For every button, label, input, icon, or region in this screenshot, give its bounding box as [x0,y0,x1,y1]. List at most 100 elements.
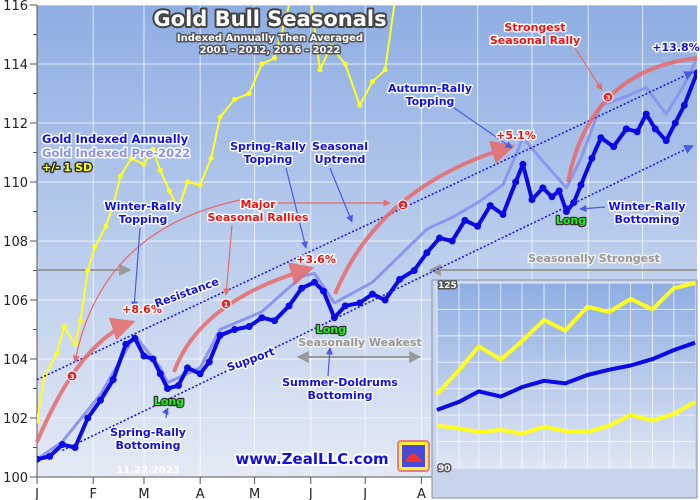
series-mean-point [149,355,157,363]
series-upper-sd-point [166,188,172,194]
series-upper-sd-point [128,155,134,161]
label-strongest-seasonal-rally: Strongest Seasonal Rally [490,21,580,47]
legend-sd: +/- 1 SD [42,161,92,174]
label-autumn-rally-topping: Autumn-Rally Topping [388,82,472,108]
rally-number-badge [66,370,78,382]
pointer-spring-bottoming [161,407,169,419]
pointer-winter-topping [130,227,141,309]
series-mean-point [633,128,641,136]
series-mean-point [319,287,327,295]
x-tick-label: A [196,487,205,500]
series-mean-point [285,302,293,310]
pointer-autumn-topping [449,104,513,149]
series-mean-point [131,334,139,342]
series-upper-sd-point [110,203,116,209]
series-mean-point [474,222,482,230]
zeal-logo [397,440,430,472]
x-tick-label: F [89,487,96,500]
series-mean-point [448,237,456,245]
rally-number: 2 [401,202,406,210]
series-mean-point [662,137,670,145]
series-upper-sd-point [317,67,323,73]
x-tick-label: M [249,487,260,500]
y-tick-label: 114 [3,58,28,73]
series-mean-point [519,160,527,168]
label-major-seasonal-rallies: Major Seasonal Rallies [208,198,309,224]
gain-label-spring: +3.6% [296,253,336,266]
chart-subtitle-2: 2001 - 2012, 2016 - 2022 [200,45,341,56]
inset-series-lower [436,400,696,436]
rally-number-badge [602,91,614,103]
x-tick-label: A [417,487,426,500]
series-upper-sd-point [382,67,388,73]
series-mean-point [231,326,239,333]
series-upper-sd-point [282,17,288,23]
rally-number-badge [397,199,409,211]
inset-ymax-label: 125 [438,281,457,291]
series-upper-sd-point [217,114,223,120]
series-mean-point [58,441,66,449]
legend-mean: Gold Indexed Annually [42,132,189,146]
series-mean-point [499,210,507,218]
series-mean-point [486,202,494,210]
series-mean-point [245,323,253,331]
series-mean-point [610,143,618,151]
series-mean-point [356,299,364,307]
series-mean-point [71,444,79,451]
series-upper-sd-point [197,182,203,188]
series-mean-point [548,193,556,201]
rally-arc-winter [35,317,136,443]
series-upper-sd-point [54,350,60,356]
series-mean-point [205,358,213,366]
series-mean-point [381,296,389,304]
rally-number: 3 [70,373,75,381]
pointer-strongest [574,47,603,91]
trendline-resistance [36,71,694,381]
x-tick-label: J [34,487,39,500]
rally-number-badge [220,298,232,310]
inset-series-mean [436,340,696,412]
label-spring-rally-bottoming: Spring-Rally Bottoming [110,426,186,452]
series-group [37,5,697,463]
series-upper-sd-point [272,55,278,61]
series-mean-point [461,216,469,224]
series-mean-point [671,119,679,127]
series-mean-point [436,234,444,242]
website-label: www.ZealLLC.com [235,450,388,468]
y-tick-label: 112 [3,117,28,132]
gain-label-autumn: +5.1% [496,129,536,142]
series-mean-point [298,284,306,292]
series-mean-point [512,178,520,186]
series-upper-sd-point [117,173,123,179]
series-mean-point [528,196,536,204]
series-mean-point [651,125,659,133]
series-upper-sd-point [175,206,181,212]
series-mean-point [258,314,266,322]
long-signal-winter: Long [556,214,586,227]
long-signal-summer: Long [316,323,346,336]
y-tick-label: 104 [3,353,28,368]
label-seasonally-strongest: Seasonally Strongest [528,252,660,265]
y-axis: 100 102 104 106 108 110 112 114 116 [3,0,38,486]
rally-arc-spring [172,262,315,373]
series-upper-sd-point [61,324,67,330]
label-winter-rally-bottoming: Winter-Rally Bottoming [608,200,685,226]
series-mean-point [562,208,570,215]
series-mean-point [37,455,41,463]
y-tick-label: 106 [3,294,28,309]
series-mean-point [216,331,224,339]
series-upper-sd-point [232,96,238,102]
y-tick-label: 102 [3,412,28,427]
series-upper-sd-point [342,61,348,67]
date-stamp: 11.22.2023 [116,465,179,476]
y-tick-label: 110 [3,176,28,191]
series-mean-point [84,414,92,422]
pointer-major-2 [222,224,233,296]
x-tick-label: J [362,487,367,500]
label-winter-rally-topping: Winter-Rally Topping [104,200,181,226]
series-upper-sd-point [259,61,265,67]
series-mean-point [396,275,404,283]
pointer-summer-bottoming [325,347,334,377]
gain-label-winter: +8.6% [122,303,162,316]
